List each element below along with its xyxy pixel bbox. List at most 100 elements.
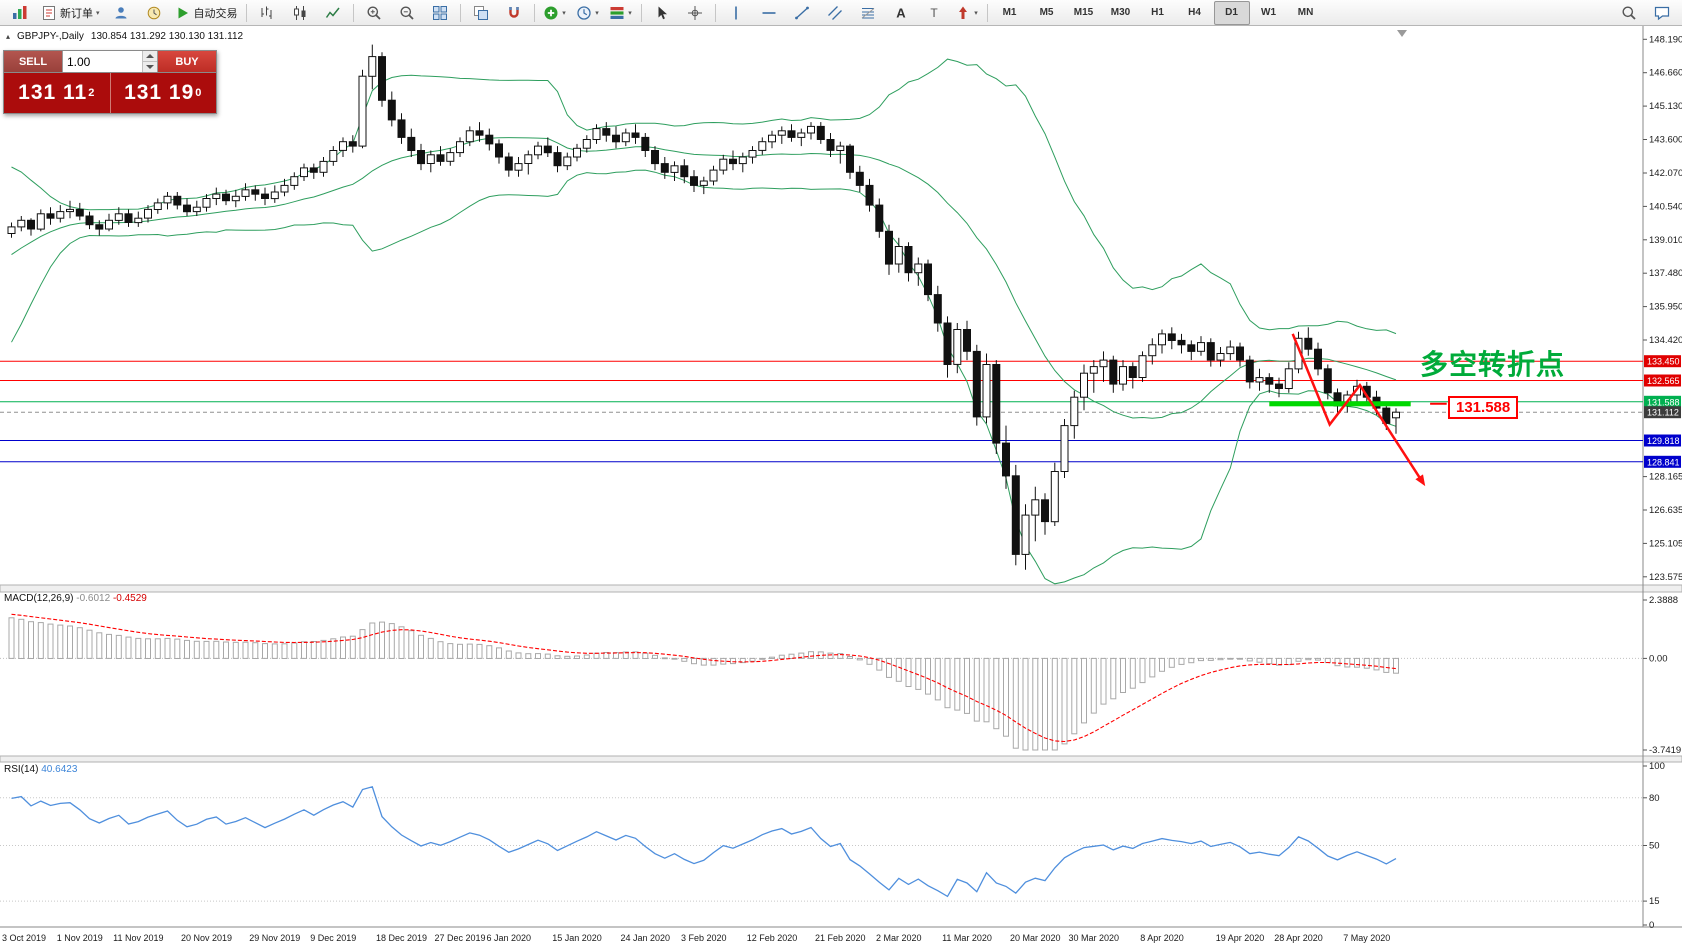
macd-histogram-bar <box>925 657 931 695</box>
date-axis-label: 11 Nov 2019 <box>113 933 163 943</box>
timeframe-H1-button[interactable]: H1 <box>1151 7 1164 18</box>
indicators-button[interactable]: ▾ <box>539 1 571 25</box>
trendline-button[interactable] <box>786 1 818 25</box>
volume-up-button[interactable] <box>143 51 157 61</box>
candle-body <box>231 195 240 202</box>
chevron-down-icon: ▾ <box>595 9 599 17</box>
timeframe-M30-button[interactable]: M30 <box>1110 7 1131 18</box>
fibonacci-button[interactable] <box>852 1 884 25</box>
trend-arrow[interactable] <box>1291 333 1423 481</box>
autotrade-button[interactable]: 自动交易 <box>171 1 242 25</box>
market-watch-button[interactable] <box>138 1 170 25</box>
chart-plot-area[interactable] <box>0 26 1643 927</box>
timeframe-H4-button[interactable]: H4 <box>1188 7 1201 18</box>
price-tag <box>1644 374 1681 387</box>
candle-body <box>670 165 679 173</box>
chart-bars-button[interactable] <box>251 1 283 25</box>
macd-histogram-bar <box>1383 657 1390 673</box>
hline-button[interactable] <box>753 1 785 25</box>
new-order-button[interactable]: 新订单 ▾ <box>37 1 104 25</box>
chart-shift-marker[interactable] <box>1397 30 1407 37</box>
candle-body <box>212 193 221 200</box>
svg-text:A: A <box>896 5 906 20</box>
candle-body <box>631 132 640 138</box>
support-highlight-segment[interactable] <box>1269 401 1411 407</box>
candle-body <box>368 56 377 77</box>
price-tag-label: 131.588 <box>1647 397 1680 407</box>
timeframe-W1-button[interactable]: W1 <box>1261 7 1277 18</box>
bollinger-upper-band <box>11 58 1397 335</box>
macd-histogram-bar <box>671 657 678 660</box>
macd-histogram-bar <box>847 656 853 659</box>
hline-icon <box>762 11 776 14</box>
arrange-windows-button[interactable] <box>465 1 497 25</box>
snap-button[interactable] <box>498 1 530 25</box>
volume-spinner <box>142 51 157 72</box>
timeframe-MN-button[interactable]: MN <box>1297 7 1314 18</box>
zoom-in-button[interactable] <box>358 1 390 25</box>
macd-histogram-bar <box>661 657 668 660</box>
buy-price[interactable]: 131 19 0 <box>124 81 203 104</box>
date-axis-label: 30 Mar 2020 <box>1069 933 1120 943</box>
tile-windows-button[interactable] <box>424 1 456 25</box>
candle-body <box>1284 368 1293 389</box>
macd-histogram-bar <box>554 655 561 659</box>
chat-button[interactable] <box>1646 1 1678 25</box>
macd-histogram-bar <box>866 657 873 665</box>
timeframe-D1-button[interactable]: D1 <box>1213 0 1250 25</box>
macd-histogram-bar <box>856 657 863 661</box>
zoom-out-button[interactable] <box>391 1 423 25</box>
macd-histogram-bar <box>632 651 639 659</box>
chart-line-button[interactable] <box>317 1 349 25</box>
macd-histogram-bar <box>427 637 434 659</box>
crosshair-button[interactable] <box>679 1 711 25</box>
chart-candles-button[interactable] <box>284 1 316 25</box>
cursor-button[interactable] <box>646 1 678 25</box>
timeframe-M1-button[interactable]: M1 <box>1002 7 1017 18</box>
macd-histogram-bar <box>466 643 473 659</box>
profiles-button[interactable] <box>105 1 137 25</box>
text-label-button[interactable]: T <box>918 1 950 25</box>
macd-histogram-bar <box>1051 657 1058 751</box>
date-axis-label: 7 May 2020 <box>1343 933 1390 943</box>
candle-body <box>261 193 269 200</box>
panel-separator[interactable] <box>0 755 1682 763</box>
text-button[interactable]: A <box>885 1 917 25</box>
channel-button[interactable] <box>819 1 851 25</box>
timeframe-M5-button[interactable]: M5 <box>1039 7 1054 18</box>
macd-histogram-bar <box>271 643 278 659</box>
macd-histogram-bar <box>1003 657 1009 737</box>
macd-histogram-bar <box>1061 657 1068 745</box>
candle-body <box>582 139 591 149</box>
macd-histogram-bar <box>1100 657 1107 705</box>
tile-windows-icon <box>432 5 447 20</box>
macd-histogram-bar <box>1178 657 1185 665</box>
macd-histogram-bar <box>86 629 93 659</box>
candle-body <box>95 224 104 230</box>
price-axis-label: 146.660 <box>1649 68 1682 79</box>
app-button[interactable] <box>4 1 36 25</box>
vline-button[interactable] <box>720 1 752 25</box>
timeframe-M15-button[interactable]: M15 <box>1073 7 1094 18</box>
collapse-arrow-icon[interactable]: ▴ <box>6 32 11 41</box>
sell-button[interactable]: SELL <box>4 51 62 72</box>
date-axis-label: 27 Dec 2019 <box>434 933 485 943</box>
volume-down-button[interactable] <box>143 61 157 72</box>
arrows-button[interactable]: ▾ <box>951 1 983 25</box>
volume-input[interactable] <box>63 51 142 72</box>
macd-histogram-bar <box>76 627 83 659</box>
candle-body <box>641 136 650 151</box>
periods-button[interactable]: ▾ <box>572 1 604 25</box>
candle-body <box>660 163 669 173</box>
macd-histogram-bar <box>106 633 112 659</box>
macd-histogram-bar <box>739 657 746 664</box>
search-button[interactable] <box>1613 1 1645 25</box>
macd-histogram-bar <box>1334 657 1341 667</box>
sell-price[interactable]: 131 11 2 <box>18 81 96 104</box>
candle-body <box>709 169 718 182</box>
templates-button[interactable]: ▾ <box>605 1 637 25</box>
candle-body <box>592 128 601 141</box>
panel-separator[interactable] <box>0 584 1682 593</box>
buy-button[interactable]: BUY <box>158 51 216 72</box>
